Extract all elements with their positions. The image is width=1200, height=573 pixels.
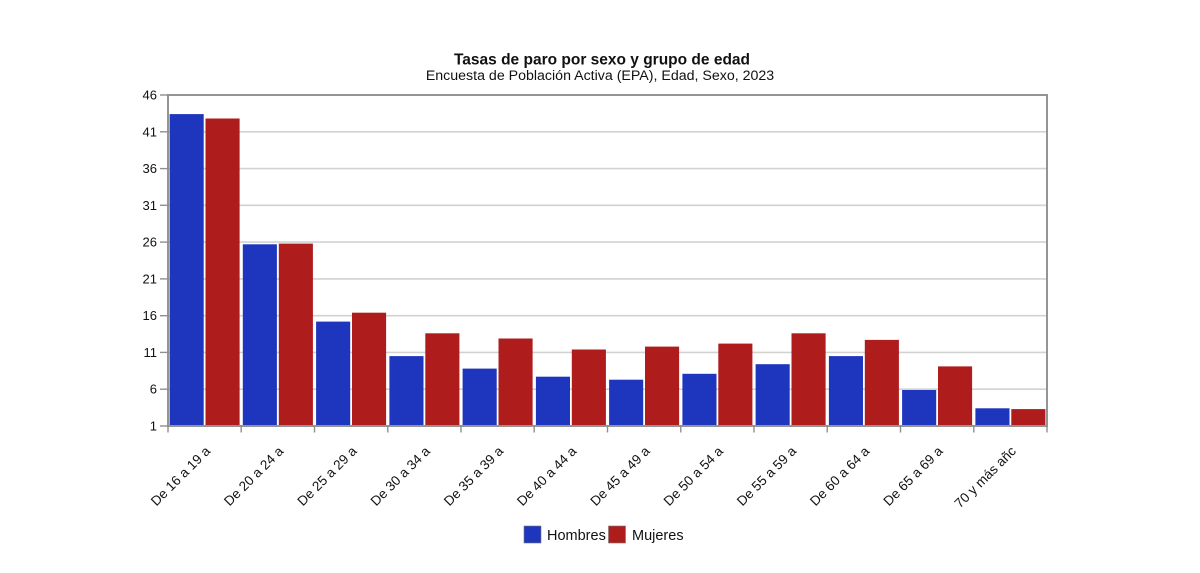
svg-text:46: 46: [143, 88, 157, 103]
svg-text:Encuesta de Población Activa (: Encuesta de Población Activa (EPA), Edad…: [426, 68, 774, 84]
svg-text:26: 26: [143, 235, 157, 250]
svg-text:6: 6: [150, 382, 157, 397]
svg-text:36: 36: [143, 161, 157, 176]
svg-text:Mujeres: Mujeres: [632, 528, 684, 544]
svg-text:41: 41: [143, 124, 157, 139]
svg-text:Tasas de paro por sexo y grupo: Tasas de paro por sexo y grupo de edad: [454, 52, 750, 69]
svg-text:16: 16: [143, 308, 157, 323]
svg-text:1: 1: [150, 419, 157, 434]
svg-text:31: 31: [143, 198, 157, 213]
svg-text:11: 11: [144, 345, 158, 360]
svg-text:Hombres: Hombres: [547, 528, 606, 544]
svg-text:21: 21: [143, 271, 157, 286]
